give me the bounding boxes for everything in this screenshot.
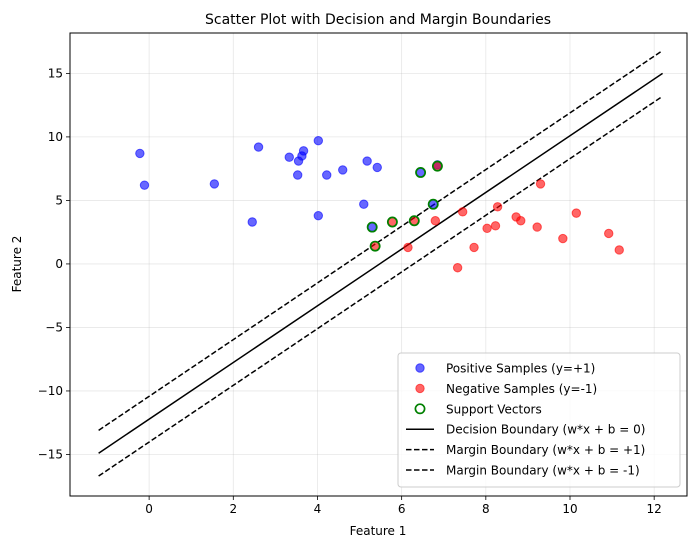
scatter-point	[313, 210, 324, 221]
scatter-point	[338, 165, 348, 175]
scatter-point	[614, 245, 624, 255]
y-ticks: −15 −10 −5 0 5 10 15	[38, 66, 70, 461]
legend-label: Support Vectors	[446, 402, 542, 416]
scatter-point	[604, 228, 614, 239]
legend-label: Positive Samples (y=+1)	[446, 362, 595, 376]
chart-title: Scatter Plot with Decision and Margin Bo…	[205, 12, 551, 28]
y-tick-label: 15	[48, 66, 63, 80]
support-vector-marker	[386, 216, 398, 228]
boundary-line-5	[98, 95, 664, 477]
scatter-point	[490, 221, 501, 231]
y-axis-label: Feature 2	[10, 236, 24, 293]
support-vector-marker	[366, 221, 378, 233]
x-tick-label: 8	[482, 502, 490, 516]
legend-marker	[414, 403, 426, 415]
scatter-point	[292, 170, 303, 180]
scatter-point	[139, 180, 150, 190]
support-vector-marker	[408, 215, 420, 227]
scatter-point	[469, 242, 479, 253]
legend-label: Margin Boundary (w*x + b = +1)	[446, 443, 645, 457]
x-tick-label: 10	[562, 502, 577, 516]
scatter-point	[482, 223, 492, 234]
scatter-point	[313, 136, 324, 146]
y-tick-label: 10	[48, 130, 63, 144]
x-tick-label: 12	[647, 502, 662, 516]
legend: Positive Samples (y=+1) Negative Samples …	[397, 352, 681, 488]
scatter-point	[558, 233, 568, 244]
scatter-point	[247, 217, 257, 227]
scatter-point	[359, 199, 369, 209]
scatter-point	[535, 179, 546, 189]
legend-label: Margin Boundary (w*x + b = -1)	[446, 464, 640, 478]
scatter-point	[253, 142, 264, 152]
support-vector-marker	[427, 198, 439, 210]
x-tick-label: 2	[229, 502, 237, 516]
legend-marker	[415, 383, 425, 394]
scatter-point	[372, 162, 382, 173]
scatter-point	[516, 216, 526, 226]
scatter-point	[452, 263, 463, 273]
boundary-lines	[98, 49, 664, 477]
scatter-point	[403, 242, 413, 253]
scatter-point	[322, 170, 332, 180]
x-ticks: 0 2 4 6 8 10 12	[145, 496, 662, 516]
scatter-point	[571, 208, 582, 218]
x-tick-label: 6	[398, 502, 406, 516]
y-tick-label: −5	[45, 320, 63, 334]
x-axis-label: Feature 1	[350, 524, 407, 538]
scatter-point	[430, 216, 441, 226]
boundary-line-3	[98, 72, 664, 454]
legend-marker	[415, 363, 425, 373]
scatter-point	[284, 152, 294, 162]
legend-label: Negative Samples (y=-1)	[446, 382, 597, 396]
legend-box	[397, 352, 681, 488]
plot-frame	[69, 32, 688, 497]
scatter-point	[209, 179, 220, 189]
scatter-point	[532, 222, 542, 232]
x-tick-label: 0	[145, 502, 153, 516]
scatter-points	[135, 136, 624, 273]
support-vector-marker	[415, 167, 427, 178]
scatter-point	[362, 156, 372, 166]
y-tick-label: −10	[38, 384, 63, 398]
y-tick-label: 5	[55, 193, 63, 207]
y-tick-label: −15	[38, 447, 63, 461]
y-tick-label: 0	[55, 257, 63, 271]
support-vector-marker	[431, 160, 443, 172]
legend-label: Decision Boundary (w*x + b = 0)	[446, 423, 645, 437]
support-vector-marker	[369, 240, 381, 252]
scatter-point	[298, 146, 309, 156]
scatter-point	[492, 202, 503, 212]
x-tick-label: 4	[314, 502, 322, 516]
boundary-line-4	[98, 49, 664, 431]
scatter-point	[457, 207, 468, 217]
scatter-point	[135, 148, 145, 159]
